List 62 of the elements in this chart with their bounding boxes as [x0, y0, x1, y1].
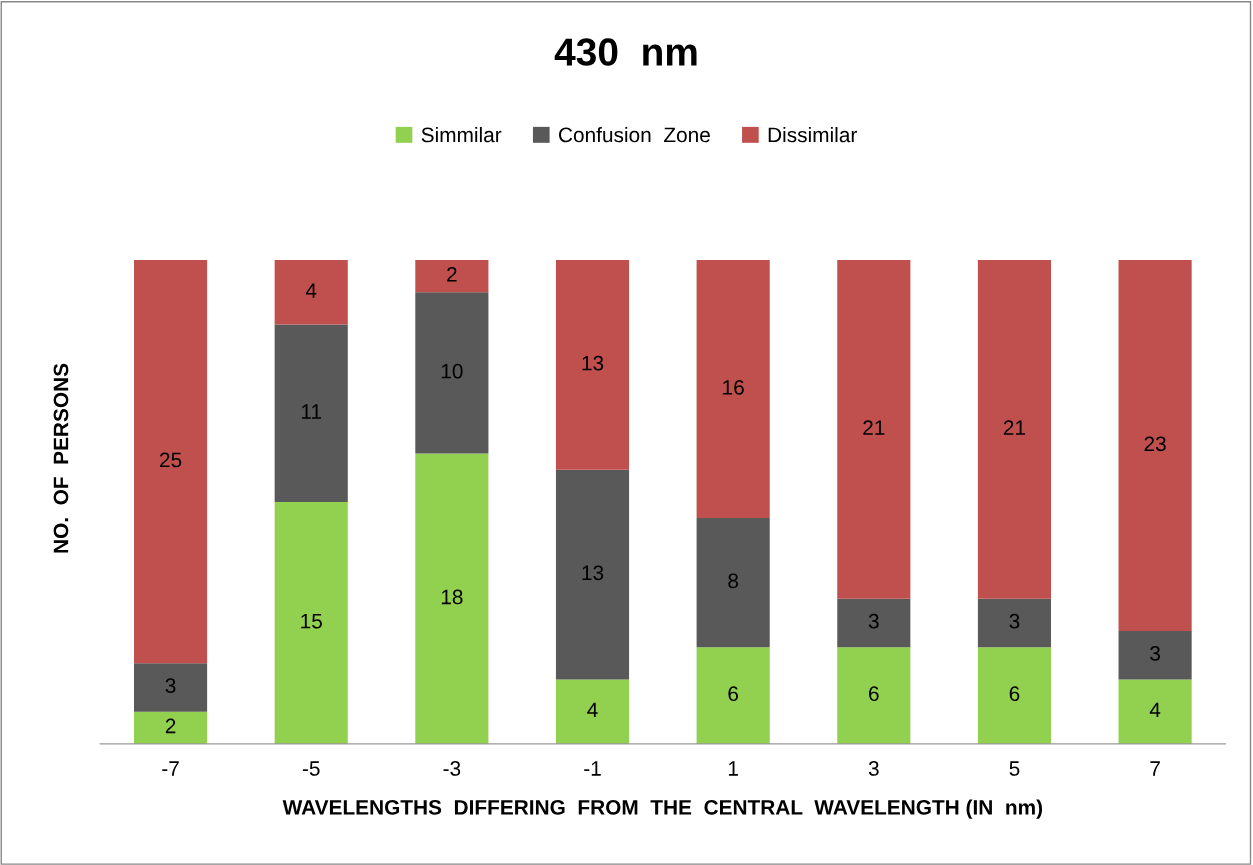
bar	[134, 260, 208, 664]
data-label: 2	[447, 267, 457, 282]
data-label: 13	[582, 565, 604, 581]
bar	[274, 260, 348, 325]
y-axis-title: NO. OF PERSONS	[53, 363, 69, 553]
data-label: 3	[165, 678, 176, 694]
bar	[977, 260, 1052, 599]
legend-label: Dissimilar	[768, 126, 857, 143]
data-label: 13	[582, 355, 604, 371]
data-label: 3	[868, 613, 879, 629]
x-tick-label: 3	[868, 761, 879, 776]
data-label: 4	[305, 283, 317, 298]
bar	[274, 324, 348, 502]
legend-label: Confusion Zone	[559, 126, 710, 143]
data-label: 15	[301, 614, 322, 629]
bar	[415, 453, 489, 744]
data-label: 23	[1144, 436, 1166, 452]
bar	[555, 260, 630, 470]
bar	[1118, 631, 1192, 680]
data-label: 21	[1003, 420, 1026, 435]
bar	[837, 598, 911, 648]
data-label: 4	[587, 702, 598, 718]
bar	[1118, 679, 1192, 744]
bar	[696, 260, 770, 519]
x-tick-label: -7	[162, 761, 179, 776]
bar	[415, 292, 489, 454]
x-axis-title: WAVELENGTHS DIFFERING FROM THE CENTRAL WAVELENGTH (IN nm)	[282, 799, 1043, 819]
bar	[837, 647, 911, 744]
bar	[696, 518, 770, 648]
legend-label: Simmilar	[421, 126, 502, 143]
bar	[555, 469, 630, 680]
x-tick-label: 1	[728, 761, 738, 776]
data-label: 3	[1150, 646, 1160, 661]
data-label: 10	[441, 363, 463, 379]
data-label: 8	[728, 573, 739, 589]
bar	[837, 260, 911, 599]
data-label: 18	[441, 589, 463, 605]
data-label: 6	[1009, 686, 1020, 702]
data-label: 6	[869, 686, 879, 702]
x-tick-label: -1	[584, 761, 601, 776]
data-label: 3	[1009, 613, 1020, 629]
x-tick-label: -5	[302, 761, 320, 776]
bar	[1118, 260, 1192, 632]
x-tick-label: -3	[443, 761, 461, 776]
chart-title: 430 nm	[554, 38, 697, 66]
bar	[555, 679, 630, 744]
bar	[977, 598, 1052, 648]
bar	[274, 501, 348, 744]
bar	[977, 647, 1052, 744]
bar	[696, 647, 770, 744]
data-label: 21	[863, 420, 885, 435]
data-label: 6	[728, 686, 739, 702]
data-label: 4	[1149, 702, 1161, 718]
data-label: 16	[723, 379, 744, 395]
x-tick-label: 5	[1009, 761, 1020, 776]
bar	[134, 711, 208, 744]
data-label: 11	[301, 404, 322, 419]
data-label: 25	[160, 452, 182, 468]
data-label: 2	[165, 718, 176, 734]
x-tick-label: 7	[1150, 761, 1160, 776]
bar	[415, 260, 489, 293]
bar	[134, 663, 208, 712]
